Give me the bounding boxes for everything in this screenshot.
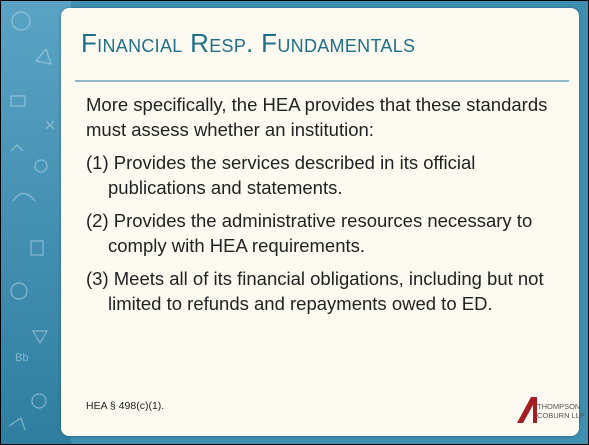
list-item: (1) Provides the services described in i… (86, 150, 571, 200)
slide: Bb Financial Resp. Fundamentals More spe… (0, 0, 589, 445)
list-item: (3) Meets all of its financial obligatio… (86, 266, 571, 316)
citation: HEA § 498(c)(1). (86, 400, 164, 412)
slide-body: More specifically, the HEA provides that… (86, 92, 571, 324)
title-rule (75, 80, 569, 82)
logo-text: THOMPSON (537, 402, 580, 411)
intro-text: More specifically, the HEA provides that… (86, 92, 571, 142)
list-item: (2) Provides the administrative resource… (86, 208, 571, 258)
slide-title: Financial Resp. Fundamentals (81, 28, 415, 59)
content-panel: Financial Resp. Fundamentals More specif… (61, 8, 579, 436)
logo-icon (517, 397, 537, 423)
logo: THOMPSON COBURN LLP (517, 396, 575, 424)
svg-text:Bb: Bb (15, 352, 28, 364)
logo-text: COBURN LLP (537, 411, 585, 420)
page: {"header": {"title": "Financial Resp. Fu… (0, 0, 589, 445)
